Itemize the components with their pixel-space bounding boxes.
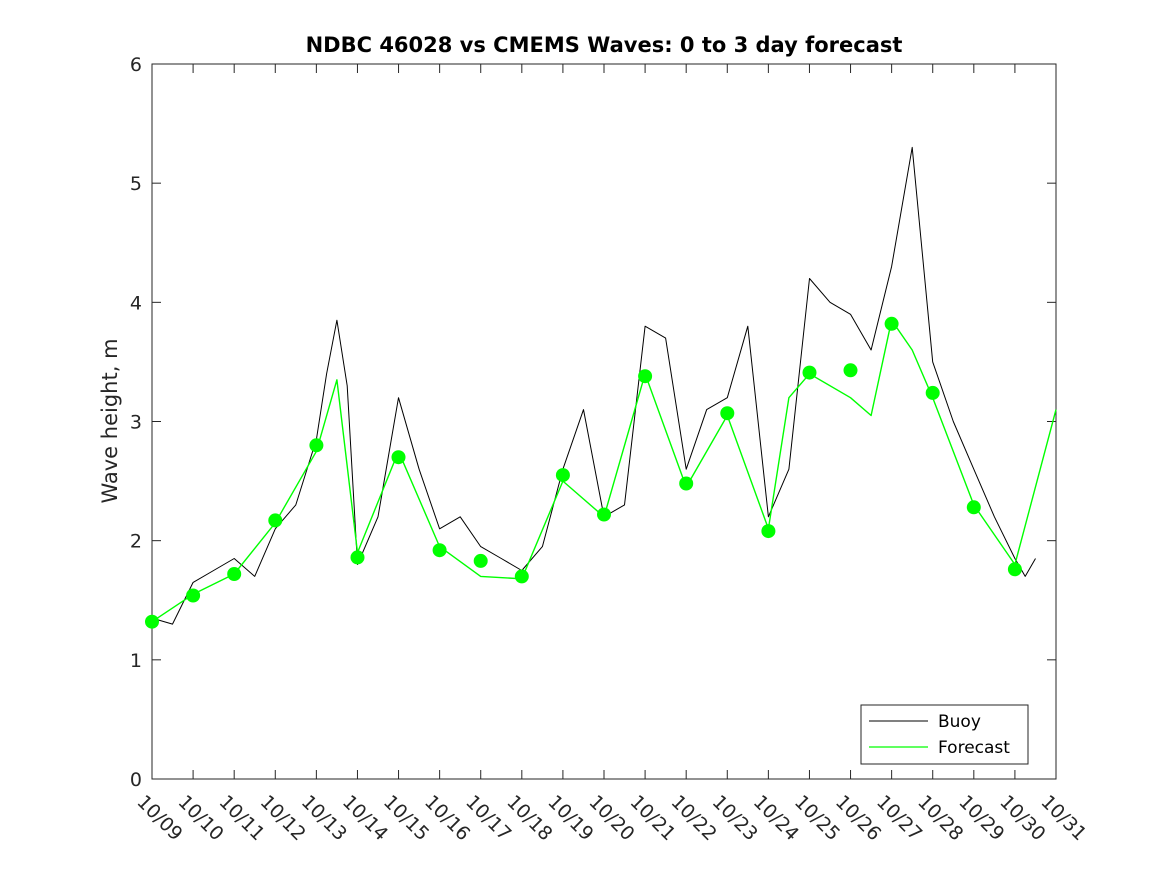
forecast-marker	[350, 550, 365, 565]
buoy-line	[151, 146, 1036, 625]
forecast-marker	[473, 553, 488, 568]
forecast-marker	[966, 500, 981, 515]
forecast-marker	[925, 385, 940, 400]
y-tick-label: 1	[130, 650, 142, 672]
forecast-marker	[597, 507, 611, 522]
forecast-marker	[514, 569, 529, 584]
chart-title: NDBC 46028 vs CMEMS Waves: 0 to 3 day fo…	[306, 33, 903, 57]
forecast-marker	[391, 450, 406, 465]
forecast-marker	[309, 438, 324, 453]
forecast-marker	[555, 468, 570, 483]
forecast-marker	[720, 406, 735, 421]
y-tick-label: 5	[130, 173, 142, 195]
y-tick-label: 3	[130, 412, 142, 434]
y-tick-label: 4	[130, 292, 142, 314]
forecast-marker	[186, 588, 201, 603]
y-tick-label: 2	[130, 531, 142, 553]
forecast-marker	[432, 543, 447, 558]
forecast-marker	[638, 369, 653, 384]
legend-box	[860, 704, 1029, 765]
forecast-marker	[227, 567, 242, 581]
forecast-marker	[884, 316, 899, 331]
y-axis-label: Wave height, m	[98, 338, 122, 503]
forecast-marker	[1007, 562, 1022, 577]
forecast-marker	[802, 365, 817, 380]
forecast-marker	[145, 614, 159, 629]
y-tick-label: 0	[130, 769, 142, 791]
legend-buoy-label: Buoy	[938, 712, 981, 732]
forecast-marker	[268, 513, 283, 528]
forecast-marker	[761, 524, 776, 539]
y-tick-label: 6	[130, 54, 142, 76]
forecast-marker	[679, 476, 694, 491]
legend: Buoy Forecast	[860, 704, 1029, 765]
forecast-marker	[843, 363, 858, 378]
legend-forecast-label: Forecast	[938, 738, 1010, 758]
